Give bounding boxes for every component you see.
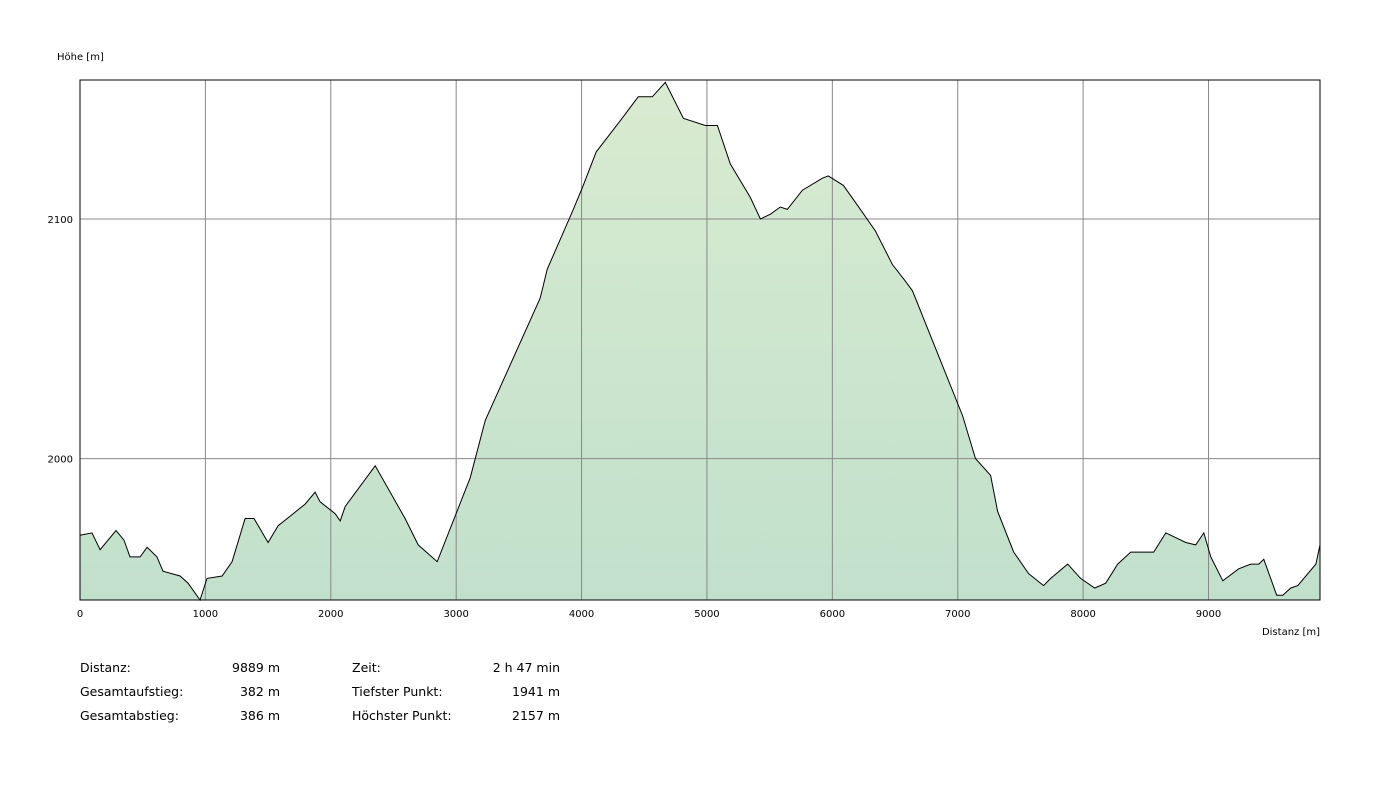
x-tick-label: 4000 <box>569 609 594 620</box>
stat-value: 2 h 47 min <box>493 660 560 675</box>
plot-border <box>79 79 1321 601</box>
y-tick-label: 2100 <box>48 215 73 226</box>
x-axis-label: Distanz [m] <box>1262 627 1320 638</box>
elevation-line <box>79 81 1321 602</box>
x-tick-label: 6000 <box>820 609 845 620</box>
stat-value: 382 m <box>240 684 280 699</box>
x-tick-label: 9000 <box>1196 609 1221 620</box>
stat-label: Zeit: <box>352 660 381 675</box>
x-tick-label: 7000 <box>945 609 970 620</box>
stat-label: Tiefster Punkt: <box>351 684 443 699</box>
area-fill <box>80 82 1320 600</box>
stat-value: 1941 m <box>512 684 560 699</box>
x-tick-label: 0 <box>77 609 83 620</box>
x-tick-label: 1000 <box>193 609 218 620</box>
stat-value: 2157 m <box>512 708 560 723</box>
x-tick-label: 8000 <box>1070 609 1095 620</box>
stat-label: Höchster Punkt: <box>352 708 452 723</box>
x-tick-label: 5000 <box>694 609 719 620</box>
stat-label: Gesamtaufstieg: <box>80 684 183 699</box>
y-axis-label: Höhe [m] <box>57 52 104 63</box>
x-tick-label: 3000 <box>443 609 468 620</box>
x-tick-label: 2000 <box>318 609 343 620</box>
stat-value: 386 m <box>240 708 280 723</box>
y-tick-label: 2000 <box>48 455 73 466</box>
stat-label: Gesamtabstieg: <box>80 708 179 723</box>
stat-label: Distanz: <box>80 660 131 675</box>
stat-value: 9889 m <box>232 660 280 675</box>
